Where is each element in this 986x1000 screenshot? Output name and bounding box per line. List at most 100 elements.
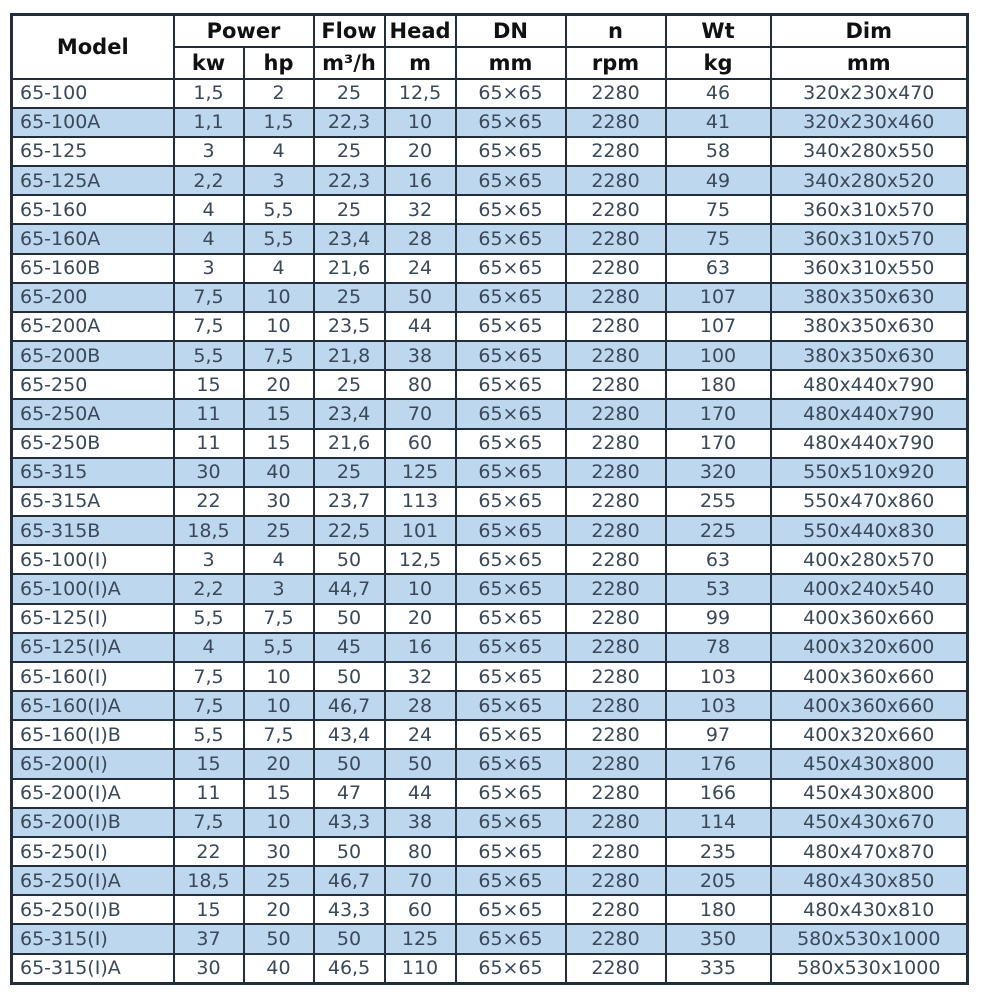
cell-flow: 47 <box>312 777 386 809</box>
header-dim: Dim <box>769 13 969 48</box>
cell-model: 65-250A <box>10 398 175 430</box>
cell-weight: 75 <box>664 223 772 255</box>
cell-rpm: 2280 <box>564 369 667 401</box>
cell-power-hp: 15 <box>242 777 315 809</box>
cell-power-kw: 30 <box>172 456 245 488</box>
cell-weight: 170 <box>664 427 772 459</box>
cell-flow: 25 <box>312 194 386 226</box>
cell-weight: 53 <box>664 573 772 605</box>
cell-power-kw: 15 <box>172 748 245 780</box>
cell-weight: 46 <box>664 77 772 109</box>
cell-dim: 360x310x570 <box>769 194 969 226</box>
cell-dn: 65×65 <box>454 952 567 985</box>
table-row: 65-100A 1,1 1,5 22,3 10 65×65 2280 41 320x230x46… <box>10 106 969 138</box>
cell-dn: 65×65 <box>454 165 567 197</box>
cell-power-hp: 20 <box>242 748 315 780</box>
cell-rpm: 2280 <box>564 77 667 109</box>
cell-power-kw: 4 <box>172 631 245 663</box>
cell-rpm: 2280 <box>564 281 667 313</box>
cell-flow: 22,3 <box>312 106 386 138</box>
cell-flow: 50 <box>312 660 386 693</box>
cell-model: 65-200A <box>10 310 175 343</box>
cell-power-kw: 18,5 <box>172 515 245 547</box>
cell-head: 125 <box>383 456 457 488</box>
table-row: 65-250 15 20 25 80 65×65 2280 180 480x440x790 <box>10 369 969 401</box>
cell-flow: 21,6 <box>312 427 386 459</box>
cell-power-hp: 4 <box>242 544 315 576</box>
cell-dn: 65×65 <box>454 340 567 372</box>
cell-power-hp: 50 <box>242 923 315 955</box>
cell-power-hp: 40 <box>242 952 315 985</box>
cell-rpm: 2280 <box>564 690 667 722</box>
cell-dim: 480x430x810 <box>769 894 969 926</box>
cell-weight: 180 <box>664 894 772 926</box>
cell-weight: 75 <box>664 194 772 226</box>
cell-dim: 320x230x460 <box>769 106 969 138</box>
cell-weight: 255 <box>664 485 772 518</box>
header-unit-dim: mm <box>769 45 969 80</box>
cell-power-kw: 22 <box>172 485 245 518</box>
cell-head: 50 <box>383 281 457 313</box>
cell-model: 65-125 <box>10 135 175 168</box>
cell-power-kw: 5,5 <box>172 340 245 372</box>
cell-flow: 25 <box>312 456 386 488</box>
header-unit-hp: hp <box>242 45 315 80</box>
cell-model: 65-100(I)A <box>10 573 175 605</box>
cell-model: 65-315B <box>10 515 175 547</box>
cell-weight: 225 <box>664 515 772 547</box>
cell-dn: 65×65 <box>454 77 567 109</box>
cell-weight: 176 <box>664 748 772 780</box>
cell-rpm: 2280 <box>564 777 667 809</box>
cell-weight: 49 <box>664 165 772 197</box>
table-row: 65-315(I) 37 50 50 125 65×65 2280 350 580x530x10… <box>10 923 969 955</box>
cell-dn: 65×65 <box>454 106 567 138</box>
cell-dn: 65×65 <box>454 894 567 926</box>
cell-head: 80 <box>383 835 457 868</box>
cell-model: 65-200B <box>10 340 175 372</box>
cell-dn: 65×65 <box>454 719 567 751</box>
cell-power-kw: 7,5 <box>172 281 245 313</box>
cell-weight: 205 <box>664 865 772 897</box>
cell-head: 80 <box>383 369 457 401</box>
cell-power-hp: 30 <box>242 485 315 518</box>
cell-dim: 450x430x800 <box>769 777 969 809</box>
cell-dn: 65×65 <box>454 398 567 430</box>
cell-weight: 350 <box>664 923 772 955</box>
header-dn: DN <box>454 13 567 48</box>
cell-power-hp: 7,5 <box>242 602 315 634</box>
cell-dn: 65×65 <box>454 515 567 547</box>
cell-dim: 400x240x540 <box>769 573 969 605</box>
cell-flow: 46,7 <box>312 865 386 897</box>
table-row: 65-125(I)A 4 5,5 45 16 65×65 2280 78 400x320x600 <box>10 631 969 663</box>
cell-head: 28 <box>383 690 457 722</box>
cell-rpm: 2280 <box>564 194 667 226</box>
cell-dn: 65×65 <box>454 690 567 722</box>
header-row-units: kw hp m³/h m mm rpm kg mm <box>12 45 969 80</box>
pump-spec-table: Model Power Flow Head DN n Wt Dim kw hp … <box>10 13 970 985</box>
cell-head: 50 <box>383 748 457 780</box>
cell-head: 44 <box>383 310 457 343</box>
cell-weight: 63 <box>664 544 772 576</box>
header-rpm: n <box>564 13 667 48</box>
cell-rpm: 2280 <box>564 106 667 138</box>
cell-power-kw: 7,5 <box>172 806 245 838</box>
cell-dim: 400x280x570 <box>769 544 969 576</box>
cell-power-kw: 5,5 <box>172 719 245 751</box>
cell-model: 65-200 <box>10 281 175 313</box>
cell-dn: 65×65 <box>454 544 567 576</box>
cell-dn: 65×65 <box>454 369 567 401</box>
table-row: 65-160(I) 7,5 10 50 32 65×65 2280 103 400x360x66… <box>10 660 969 693</box>
cell-power-kw: 15 <box>172 369 245 401</box>
cell-power-kw: 1,1 <box>172 106 245 138</box>
cell-rpm: 2280 <box>564 427 667 459</box>
cell-dim: 380x350x630 <box>769 340 969 372</box>
table-row: 65-200B 5,5 7,5 21,8 38 65×65 2280 100 380x350x6… <box>10 340 969 372</box>
cell-weight: 63 <box>664 252 772 284</box>
cell-model: 65-250 <box>10 369 175 401</box>
table-row: 65-160 4 5,5 25 32 65×65 2280 75 360x310x570 <box>10 194 969 226</box>
cell-rpm: 2280 <box>564 631 667 663</box>
table-header: Model Power Flow Head DN n Wt Dim kw hp … <box>10 13 969 80</box>
cell-dn: 65×65 <box>454 777 567 809</box>
cell-dn: 65×65 <box>454 748 567 780</box>
table-row: 65-160A 4 5,5 23,4 28 65×65 2280 75 360x310x570 <box>10 223 969 255</box>
